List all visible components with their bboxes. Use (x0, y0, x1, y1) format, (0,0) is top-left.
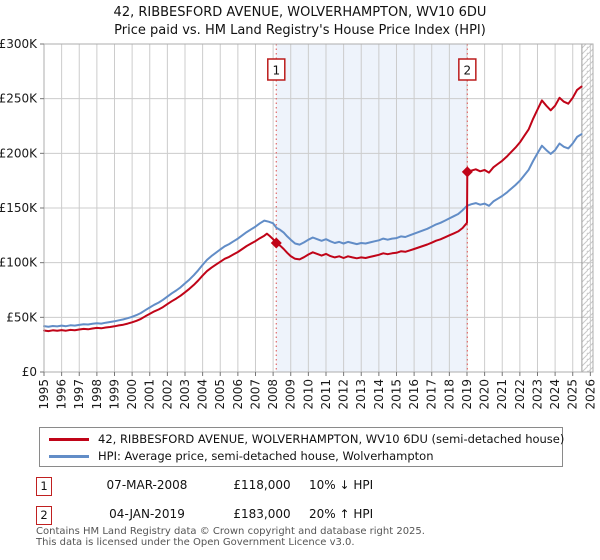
y-tick-label: £0 (22, 365, 37, 379)
x-tick-label: 2023 (530, 379, 544, 410)
x-tick-label: 2025 (566, 379, 580, 410)
x-tick-label: 2018 (442, 379, 456, 410)
x-tick-label: 2003 (178, 379, 192, 410)
x-tick-label: 2013 (354, 379, 368, 410)
legend: 42, RIBBESFORD AVENUE, WOLVERHAMPTON, WV… (39, 427, 564, 467)
x-tick-label: 2026 (583, 379, 597, 410)
chart-title: 42, RIBBESFORD AVENUE, WOLVERHAMPTON, WV… (113, 5, 487, 20)
x-tick-label: 2022 (513, 379, 527, 410)
y-tick-label: £250K (0, 92, 38, 106)
x-tick-label: 2004 (196, 379, 210, 410)
x-tick-label: 2000 (125, 379, 139, 410)
legend-item-hpi: HPI: Average price, semi-detached house,… (40, 447, 434, 465)
x-tick-label: 2016 (407, 379, 421, 410)
sale-2-marker-diamond (461, 166, 473, 178)
x-tick-label: 2020 (478, 379, 492, 410)
price-paid-line (43, 85, 583, 333)
x-tick-label: 2017 (425, 379, 439, 410)
x-tick-label: 1997 (72, 379, 86, 410)
x-tick-label: 2002 (160, 379, 174, 410)
sale-1-vs-hpi: 10% ↓ HPI (309, 478, 374, 492)
sale-1-price: £118,000 (233, 478, 291, 492)
sale-2-price: £183,000 (233, 507, 291, 521)
x-tick-label: 2010 (301, 379, 315, 410)
footer-line-1: Contains HM Land Registry data © Crown c… (36, 526, 425, 537)
x-tick-label: 2024 (548, 379, 562, 410)
footer-line-2: This data is licensed under the Open Gov… (36, 537, 355, 548)
x-tick-label: 2001 (143, 379, 157, 410)
y-tick-label: £100K (0, 256, 38, 270)
x-tick-label: 2006 (231, 379, 245, 410)
price-paid-line-swatch (49, 437, 89, 441)
sale-1-flag-label: 1 (272, 64, 280, 78)
y-tick-label: £50K (6, 310, 38, 324)
price-history-chart: 1 2 £0 £50K £100K £150K £200K £250K £300K 1995 199… (0, 37, 597, 410)
x-tick-label: 2019 (460, 379, 474, 410)
x-tick-label: 2007 (248, 379, 262, 410)
x-tick-label: 2015 (389, 379, 403, 410)
sale-2-vs-hpi: 20% ↑ HPI (309, 507, 374, 521)
x-tick-label: 1995 (37, 379, 51, 410)
x-tick-label: 1999 (107, 379, 121, 410)
sale-1-number-badge: 1 (36, 477, 52, 496)
title-block: 42, RIBBESFORD AVENUE, WOLVERHAMPTON, WV… (0, 4, 600, 40)
x-tick-label: 2005 (213, 379, 227, 410)
hpi-line-swatch (49, 454, 89, 458)
x-tick-label: 1996 (55, 379, 69, 410)
x-tick-label: 2012 (337, 379, 351, 410)
chart-subtitle: Price paid vs. HM Land Registry's House … (114, 23, 486, 38)
x-tick-label: 2008 (266, 379, 280, 410)
sale-1-flag-box (267, 58, 286, 81)
sale-1-marker-diamond (270, 237, 282, 249)
x-tick-label: 2021 (495, 379, 509, 410)
legend-label-hpi: HPI: Average price, semi-detached house,… (98, 449, 434, 463)
sale-1-date: 07-MAR-2008 (106, 478, 188, 492)
future-hatch-region (581, 44, 593, 372)
sale-2-flag-box (458, 58, 477, 81)
sale-2-flag-label: 2 (464, 64, 472, 78)
sale-2-number-badge: 2 (36, 506, 52, 525)
legend-label-price-paid: 42, RIBBESFORD AVENUE, WOLVERHAMPTON, WV… (98, 432, 565, 446)
hpi-line (43, 133, 583, 328)
x-tick-label: 2014 (372, 379, 386, 410)
y-tick-label: £300K (0, 37, 38, 51)
x-tick-label: 1998 (90, 379, 104, 410)
x-tick-label: 2011 (319, 379, 333, 410)
legend-item-price-paid: 42, RIBBESFORD AVENUE, WOLVERHAMPTON, WV… (40, 430, 564, 448)
sale-2-date: 04-JAN-2019 (109, 507, 185, 521)
x-tick-label: 2009 (284, 379, 298, 410)
license-footer: Contains HM Land Registry data © Crown c… (36, 526, 425, 548)
y-tick-label: £200K (0, 146, 38, 160)
y-tick-label: £150K (0, 201, 38, 215)
